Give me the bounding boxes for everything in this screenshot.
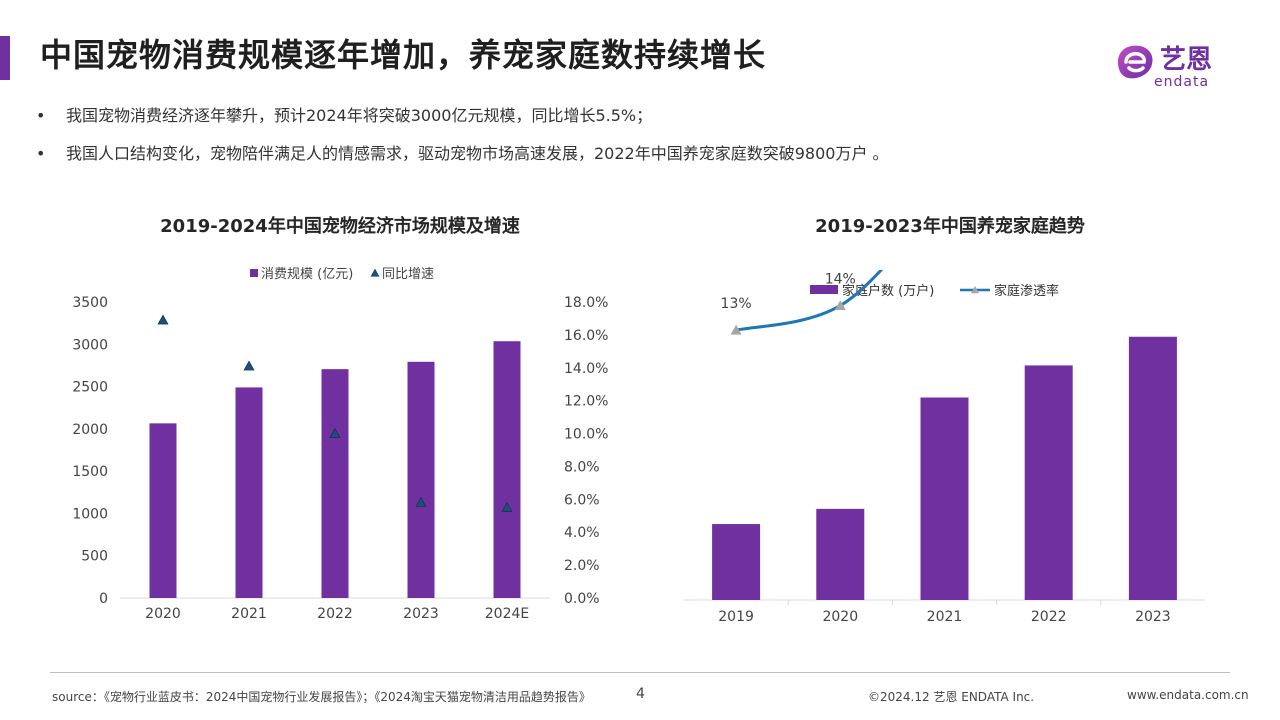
y-tick-right: 10.0% xyxy=(564,427,608,443)
page-title: 中国宠物消费规模逐年增加，养宠家庭数持续增长 xyxy=(40,36,767,74)
y-tick-right: 18.0% xyxy=(564,295,608,311)
endata-logo-icon: 艺恩 endata xyxy=(1118,45,1212,90)
x-tick: 2021 xyxy=(231,606,267,622)
footer-divider xyxy=(50,672,1230,673)
y-tick-left: 1000 xyxy=(72,506,108,522)
bar-consumption xyxy=(149,423,177,598)
bar-consumption xyxy=(493,341,521,598)
bar-consumption xyxy=(321,369,349,598)
bar-households xyxy=(816,508,865,600)
y-tick-left: 1500 xyxy=(72,464,108,480)
bullet-text: 我国人口结构变化，宠物陪伴满足人的情感需求，驱动宠物市场高速发展，2022年中国… xyxy=(66,144,889,163)
y-tick-right: 12.0% xyxy=(564,394,608,410)
footer-copyright: ©2024.12 艺恩 ENDATA Inc. xyxy=(868,690,1035,704)
y-tick-right: 2.0% xyxy=(564,558,600,574)
page-number: 4 xyxy=(636,686,645,702)
y-tick-left: 500 xyxy=(81,549,108,565)
y-tick-left: 3500 xyxy=(72,295,108,311)
footer-website[interactable]: www.endata.com.cn xyxy=(1127,688,1249,702)
legend-label-growth: 同比增速 xyxy=(382,267,434,282)
y-tick-right: 6.0% xyxy=(564,492,600,508)
bar-consumption xyxy=(235,387,263,598)
x-tick: 2020 xyxy=(822,609,858,625)
bar-households xyxy=(712,524,761,600)
x-tick: 2020 xyxy=(145,606,181,622)
chart-title-market-size: 2019-2024年中国宠物经济市场规模及增速 xyxy=(160,216,520,237)
y-tick-right: 8.0% xyxy=(564,459,600,475)
x-tick: 2022 xyxy=(317,606,353,622)
point-growth xyxy=(243,360,255,371)
y-tick-right: 16.0% xyxy=(564,328,608,344)
legend-swatch-consumption xyxy=(250,269,258,277)
point-growth xyxy=(329,427,341,438)
chart-title-pet-households: 2019-2023年中国养宠家庭趋势 xyxy=(815,216,1085,237)
bullet-marker: • xyxy=(36,144,46,163)
line-penetration xyxy=(735,270,884,332)
bullet-marker: • xyxy=(36,106,46,125)
bar-households xyxy=(1024,365,1073,600)
market-size-chart: 消费规模 (亿元) 同比增速 0 500 1000 1500 2000 2500 3000 350… xyxy=(72,267,608,622)
x-tick: 2019 xyxy=(718,609,754,625)
point-growth xyxy=(157,314,169,325)
legend-label-penetration: 家庭渗透率 xyxy=(994,283,1059,299)
bullet-item: • 我国宠物消费经济逐年攀升，预计2024年将突破3000亿元规模，同比增长5.5… xyxy=(36,106,889,126)
y-tick-left: 0 xyxy=(99,591,108,607)
bar-households xyxy=(1128,336,1177,600)
point-growth xyxy=(501,501,513,512)
bullet-list: • 我国宠物消费经济逐年攀升，预计2024年将突破3000亿元规模，同比增长5.5… xyxy=(36,106,889,182)
y-tick-right: 14.0% xyxy=(564,361,608,377)
data-label-penetration: 13% xyxy=(721,296,752,312)
y-tick-right: 4.0% xyxy=(564,525,600,541)
legend-label-consumption: 消费规模 (亿元) xyxy=(261,267,353,282)
point-penetration xyxy=(834,300,846,310)
legend-marker-penetration xyxy=(971,286,979,294)
endata-logo: 艺恩 endata xyxy=(1112,38,1242,92)
bar-consumption xyxy=(407,361,435,598)
point-penetration xyxy=(730,324,742,335)
x-tick: 2023 xyxy=(1135,609,1171,625)
logo-brand-cn: 艺恩 xyxy=(1160,45,1212,75)
title-accent-bar xyxy=(0,36,10,80)
x-tick: 2024E xyxy=(485,606,529,622)
x-tick: 2022 xyxy=(1031,609,1067,625)
logo-brand-en: endata xyxy=(1154,74,1209,90)
legend-swatch-households xyxy=(810,285,838,294)
y-tick-left: 3000 xyxy=(72,337,108,353)
bullet-text: 我国宠物消费经济逐年攀升，预计2024年将突破3000亿元规模，同比增长5.5%… xyxy=(66,106,653,125)
y-tick-right: 0.0% xyxy=(564,591,600,607)
footer-source: source：《宠物行业蓝皮书：2024中国宠物行业发展报告》；《2024淘宝天… xyxy=(52,690,591,704)
x-tick: 2021 xyxy=(927,609,963,625)
legend-marker-growth xyxy=(370,268,380,277)
bullet-item: • 我国人口结构变化，宠物陪伴满足人的情感需求，驱动宠物市场高速发展，2022年中… xyxy=(36,144,889,164)
data-label-penetration: 14% xyxy=(825,272,856,288)
bar-households xyxy=(920,397,969,600)
x-tick: 2023 xyxy=(403,606,439,622)
point-growth xyxy=(415,497,427,507)
y-tick-left: 2500 xyxy=(72,380,108,396)
y-tick-left: 2000 xyxy=(72,422,108,438)
